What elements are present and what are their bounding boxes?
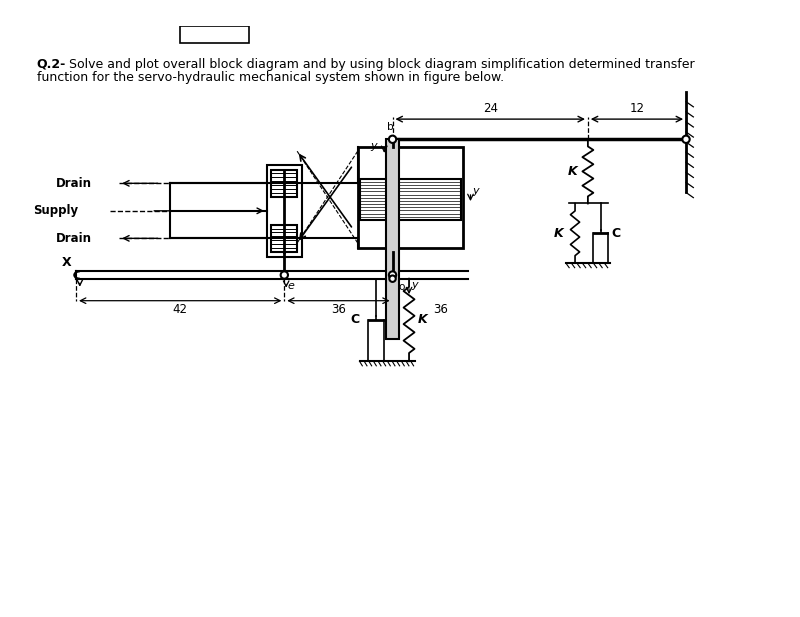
Text: 42: 42 (173, 304, 188, 317)
Circle shape (389, 136, 396, 143)
Circle shape (390, 275, 396, 282)
Bar (358, 147, 463, 247)
Text: X: X (62, 255, 71, 268)
Circle shape (682, 136, 690, 143)
Bar (267, 165, 302, 257)
Bar (180, 27, 249, 43)
Bar (271, 225, 297, 252)
Text: Drain: Drain (56, 232, 92, 245)
Text: 12: 12 (630, 102, 645, 115)
Text: y: y (472, 186, 479, 196)
Text: Q.2-: Q.2- (37, 57, 66, 71)
Text: e: e (288, 281, 295, 291)
Text: y: y (411, 280, 418, 290)
Circle shape (389, 271, 396, 279)
Text: Supply: Supply (33, 204, 78, 217)
Bar (359, 179, 462, 220)
Text: K: K (554, 227, 563, 240)
Text: 24: 24 (482, 102, 498, 115)
Text: b: b (387, 122, 394, 132)
Text: function for the servo-hydraulic mechanical system shown in figure below.: function for the servo-hydraulic mechani… (37, 72, 504, 85)
Bar (386, 139, 399, 339)
Text: o: o (398, 283, 405, 292)
Text: K: K (418, 313, 428, 326)
Text: Drain: Drain (56, 177, 92, 190)
Text: K: K (567, 165, 577, 178)
Text: C: C (350, 313, 359, 326)
Text: C: C (612, 227, 621, 240)
Text: y: y (370, 141, 377, 151)
Text: 36: 36 (331, 304, 346, 317)
Text: 36: 36 (433, 304, 448, 317)
Text: Solve and plot overall block diagram and by using block diagram simplification d: Solve and plot overall block diagram and… (65, 57, 694, 71)
Circle shape (281, 271, 288, 279)
Bar (271, 170, 297, 197)
